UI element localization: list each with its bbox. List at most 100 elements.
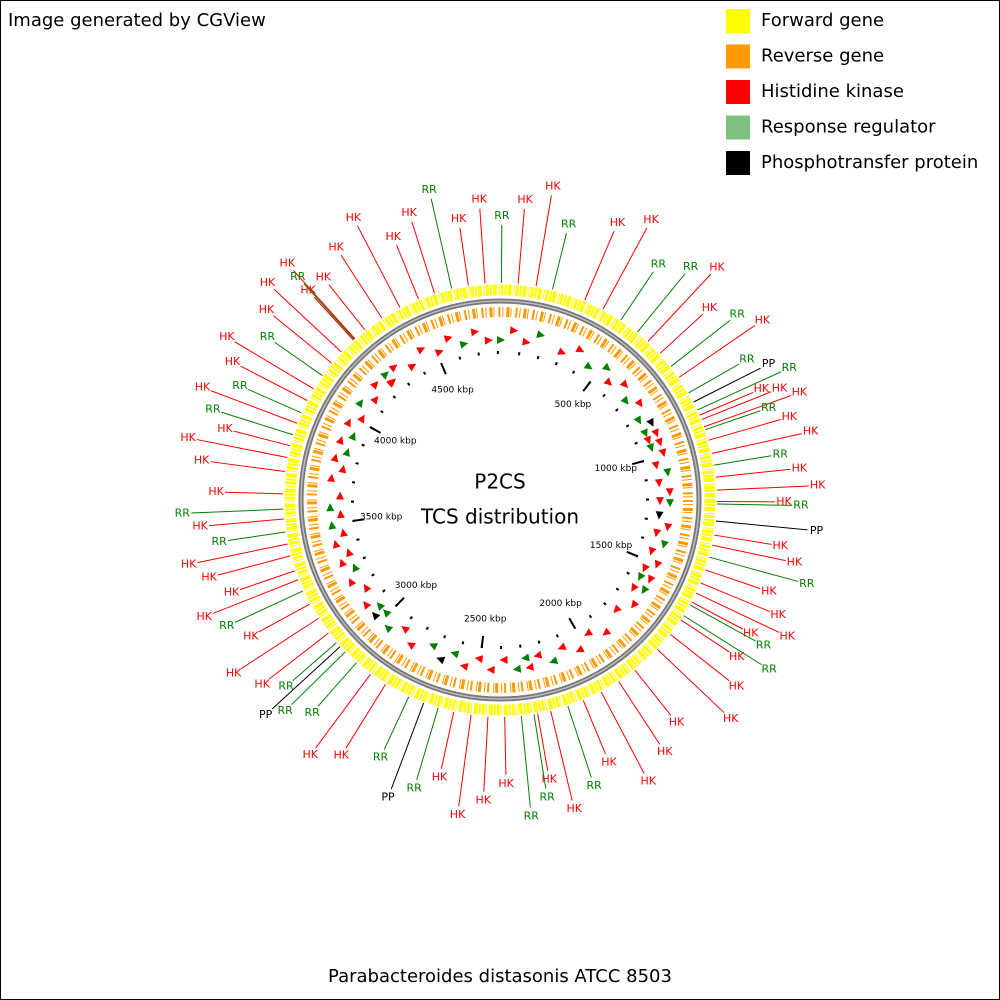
feature-leader [440, 711, 455, 769]
tick-label: 3000 kbp [395, 581, 438, 591]
feature-label: HK [197, 610, 213, 623]
feature-marker [486, 665, 495, 674]
feature-leader [239, 570, 296, 591]
feature-leader [233, 430, 291, 447]
feature-marker [643, 435, 651, 445]
feature-leader [317, 662, 357, 707]
feature-leader [714, 455, 772, 466]
feature-label: RR [730, 308, 746, 321]
feature-label: HK [219, 330, 235, 343]
feature-marker [326, 503, 335, 512]
feature-label: HK [729, 650, 745, 663]
feature-label: RR [219, 619, 235, 632]
feature-label: HK [792, 461, 808, 474]
header: Image generated by CGView [8, 10, 266, 31]
feature-label: HK [776, 495, 792, 508]
feature-leader [411, 221, 435, 294]
feature-label: HK [709, 261, 725, 274]
major-tick [480, 635, 485, 648]
feature-marker [338, 464, 347, 474]
feature-marker [436, 656, 446, 665]
feature-label: HK [432, 770, 448, 783]
feature-leader [550, 710, 573, 801]
feature-label: HK [610, 216, 626, 229]
feature-label: RR [773, 447, 789, 460]
feature-marker [380, 371, 389, 380]
feature-label: HK [192, 519, 208, 532]
feature-leader [535, 195, 552, 287]
minor-tick [461, 641, 465, 645]
feature-marker [665, 488, 674, 497]
feature-marker [499, 655, 508, 664]
feature-marker [384, 624, 394, 634]
feature-label: PP [810, 524, 824, 537]
feature-label: HK [723, 712, 739, 725]
feature-label: RR [211, 535, 227, 548]
feature-marker [651, 460, 660, 470]
feature-leader [701, 391, 772, 421]
feature-label: RR [232, 379, 248, 392]
feature-leader [268, 632, 329, 680]
feature-leader [659, 313, 704, 354]
feature-leader [670, 319, 731, 367]
feature-leader [533, 714, 547, 789]
feature-leader [695, 592, 780, 633]
feature-label: RR [373, 751, 389, 764]
feature-label: HK [743, 626, 759, 639]
major-tick [626, 550, 639, 558]
feature-marker [509, 326, 519, 335]
feature-marker [330, 453, 339, 463]
minor-tick [458, 356, 462, 360]
feature-marker [602, 627, 612, 636]
feature-leader [683, 615, 762, 666]
feature-leader [291, 651, 346, 705]
feature-label: HK [641, 774, 657, 787]
feature-leader [582, 700, 606, 755]
feature-label: HK [498, 777, 514, 790]
feature-marker [655, 511, 664, 520]
feature-marker [512, 664, 522, 673]
feature-marker [470, 328, 480, 337]
feature-marker [406, 642, 416, 650]
feature-leader [689, 604, 756, 642]
feature-marker [372, 611, 381, 621]
feature-leader [271, 646, 341, 710]
feature-label: HK [669, 715, 685, 728]
feature-leader [670, 633, 730, 682]
feature-leader [647, 273, 712, 342]
legend-swatch [726, 9, 750, 33]
backbone-inner [300, 300, 700, 700]
minor-tick [392, 395, 397, 399]
feature-label: HK [226, 667, 242, 680]
major-tick [394, 597, 405, 608]
feature-marker [664, 522, 673, 532]
feature-label: HK [567, 802, 583, 815]
feature-marker [484, 336, 493, 345]
feature-leader [688, 363, 740, 394]
feature-marker [619, 379, 629, 389]
feature-leader [315, 673, 371, 749]
feature-label: HK [450, 808, 466, 821]
feature-marker [450, 650, 460, 659]
feature-leader [328, 284, 366, 331]
footer: Parabacteroides distasonis ATCC 8503 [328, 966, 672, 987]
feature-leader [634, 669, 672, 716]
feature-marker [434, 349, 444, 357]
feature-label: HK [702, 301, 718, 314]
legend-swatch [726, 44, 750, 69]
feature-marker [642, 563, 650, 573]
feature-marker [584, 628, 594, 637]
feature-label: HK [260, 276, 276, 289]
feature-label: RR [175, 506, 191, 519]
feature-marker [522, 337, 531, 346]
feature-marker [631, 582, 639, 592]
minor-tick [615, 587, 620, 591]
minor-tick [362, 556, 367, 560]
feature-label: RR [561, 217, 577, 230]
feature-leader [716, 503, 792, 506]
feature-marker [407, 363, 417, 372]
feature-leader [396, 244, 419, 300]
feature-leader [637, 273, 686, 333]
feature-label: HK [194, 454, 210, 467]
